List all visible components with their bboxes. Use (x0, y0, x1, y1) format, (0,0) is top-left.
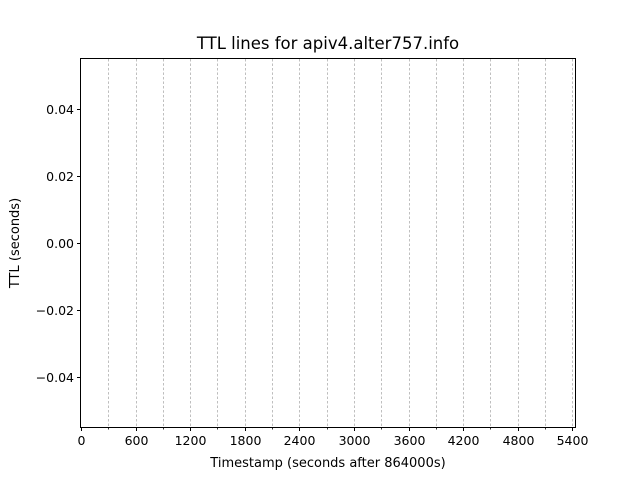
y-axis-label: TTL (seconds) (8, 198, 23, 289)
x-axis-ticks: 0 600 1200 1800 2400 3000 3600 4200 4800 5400 (78, 427, 589, 448)
y-tick-label: −0.02 (36, 303, 74, 318)
x-tick-label: 0 (78, 433, 86, 448)
x-tick-label: 4800 (503, 433, 535, 448)
x-tick-label: 5400 (557, 433, 589, 448)
x-tick-label: 3600 (394, 433, 426, 448)
y-tick-label: 0.00 (46, 236, 74, 251)
y-tick-label: 0.04 (46, 102, 74, 117)
x-axis-label: Timestamp (seconds after 864000s) (209, 456, 445, 471)
x-tick-label: 4200 (448, 433, 480, 448)
chart-title: TTL lines for apiv4.alter757.info (196, 34, 459, 53)
x-tick-label: 600 (125, 433, 149, 448)
x-tick-label: 1800 (230, 433, 262, 448)
y-tick-label: −0.04 (36, 370, 74, 385)
x-tick-label: 3000 (339, 433, 371, 448)
y-tick-label: 0.02 (46, 169, 74, 184)
x-tick-label: 2400 (284, 433, 316, 448)
y-axis-ticks: 0.04 0.02 0.00 −0.02 −0.04 (36, 102, 81, 385)
x-tick-label: 1200 (175, 433, 207, 448)
gridlines (108, 59, 573, 427)
plot-frame (80, 58, 576, 428)
